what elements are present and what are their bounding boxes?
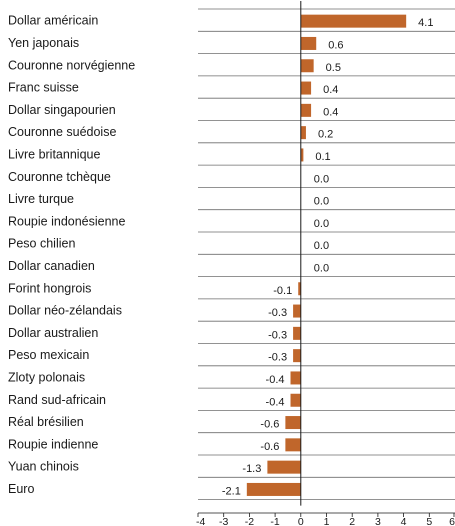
value-label: 4.1 [418,17,433,29]
value-label: 0.0 [314,173,329,185]
value-label: -0.6 [260,419,279,431]
category-label: Couronne norvégienne [8,58,135,72]
value-label: 0.6 [328,39,343,51]
category-label: Dollar singapourien [8,103,116,117]
category-label: Peso chilien [8,237,75,251]
x-tick-label: 0 [298,516,304,526]
bar [246,482,301,496]
row-separators [198,8,455,501]
value-label: -0.1 [273,285,292,297]
value-label: -0.4 [266,396,285,408]
category-label: Dollar australien [8,326,98,340]
bar [290,371,301,385]
value-label: 0.4 [323,84,338,96]
category-label: Franc suisse [8,81,79,95]
value-label: -2.1 [222,485,241,497]
category-label: Forint hongrois [8,281,91,295]
x-tick-label: -3 [219,516,228,526]
value-label: 0.0 [314,196,329,208]
value-label: 0.1 [315,151,330,163]
value-label: -0.3 [268,352,287,364]
bar [285,438,301,452]
x-tick-label: -2 [245,516,254,526]
category-label: Peso mexicain [8,348,89,362]
category-label: Couronne suédoise [8,125,116,139]
bar [300,126,306,140]
value-label: -0.4 [266,374,285,386]
x-tick-label: 4 [401,516,407,526]
category-label: Dollar américain [8,14,98,28]
x-tick-label: 3 [375,516,381,526]
value-labels: 4.1 0.6 0.5 0.4 0.4 0.2 0.1 0.0 0.0 0.0 0.0 0.0 -0.1… [222,17,434,497]
category-label: Zloty polonais [8,370,85,384]
bars [246,14,407,496]
category-label: Livre britannique [8,147,100,161]
bar [267,460,301,474]
x-axis: -4 -3 -2 -1 0 1 2 3 4 5 6 [196,512,455,526]
category-label: Dollar canadien [8,259,95,273]
bar [300,36,317,50]
value-label: 0.0 [314,262,329,274]
bar [298,282,301,296]
value-label: -0.6 [260,441,279,453]
x-tick-label: -4 [196,516,205,526]
category-labels: Dollar américain Yen japonais Couronne nor… [8,14,135,496]
category-label: Livre turque [8,192,74,206]
bar [300,103,312,117]
value-label: 0.4 [323,106,338,118]
category-label: Roupie indienne [8,437,98,451]
category-label: Yuan chinois [8,460,79,474]
value-label: -1.3 [242,463,261,475]
category-label: Rand sud-africain [8,393,106,407]
bar [293,326,301,340]
x-tick-label: 2 [349,516,355,526]
category-label: Yen japonais [8,36,79,50]
bar [293,304,301,318]
bar [290,393,301,407]
category-label: Euro [8,482,34,496]
value-label: -0.3 [268,329,287,341]
bar [300,59,314,73]
value-label: 0.5 [326,62,341,74]
value-label: 0.0 [314,218,329,230]
value-label: 0.0 [314,240,329,252]
bar [300,14,407,28]
x-tick-label: 6 [449,516,455,526]
bar [300,81,312,95]
value-label: -0.3 [268,307,287,319]
category-label: Roupie indonésienne [8,214,126,228]
x-tick-label: -1 [270,516,279,526]
bar [293,349,301,363]
value-label: 0.2 [318,129,333,141]
category-label: Dollar néo-zélandais [8,304,122,318]
x-tick-label: 1 [324,516,330,526]
bar [300,148,304,162]
bar [285,416,301,430]
category-label: Réal brésilien [8,415,84,429]
category-label: Couronne tchèque [8,170,111,184]
x-tick-label: 5 [426,516,432,526]
